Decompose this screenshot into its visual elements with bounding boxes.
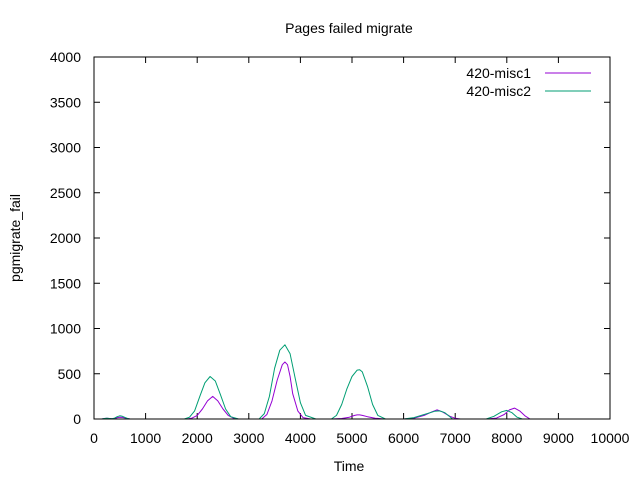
x-tick-label: 7000	[440, 430, 471, 446]
x-tick-label: 5000	[336, 430, 367, 446]
legend-label: 420-misc2	[466, 83, 531, 99]
x-tick-label: 1000	[130, 430, 161, 446]
legend-label: 420-misc1	[466, 65, 531, 81]
x-tick-label: 4000	[285, 430, 316, 446]
x-tick-label: 10000	[591, 430, 630, 446]
x-tick-label: 2000	[182, 430, 213, 446]
y-tick-label: 0	[73, 411, 81, 427]
y-tick-label: 3500	[50, 94, 81, 110]
y-tick-label: 4000	[50, 49, 81, 65]
x-tick-label: 3000	[233, 430, 264, 446]
y-tick-label: 2000	[50, 230, 81, 246]
axis-ticks: 0 1000 2000 3000 4000 5000 6000 7000 8000 9000 100…	[50, 49, 630, 446]
x-tick-label: 9000	[543, 430, 574, 446]
y-tick-label: 1000	[50, 321, 81, 337]
y-axis-label: pgmigrate_fail	[7, 194, 23, 282]
y-tick-label: 3000	[50, 140, 81, 156]
series-line-420-misc2	[101, 344, 523, 420]
x-tick-label: 6000	[388, 430, 419, 446]
chart-title: Pages failed migrate	[285, 20, 413, 36]
plot-area-border	[93, 56, 611, 420]
legend: 420-misc1 420-misc2	[466, 65, 591, 99]
x-tick-label: 0	[90, 430, 98, 446]
y-tick-label: 500	[58, 366, 82, 382]
y-tick-label: 2500	[50, 185, 81, 201]
x-tick-label: 8000	[491, 430, 522, 446]
y-tick-label: 1500	[50, 275, 81, 291]
x-axis-label: Time	[334, 458, 365, 474]
